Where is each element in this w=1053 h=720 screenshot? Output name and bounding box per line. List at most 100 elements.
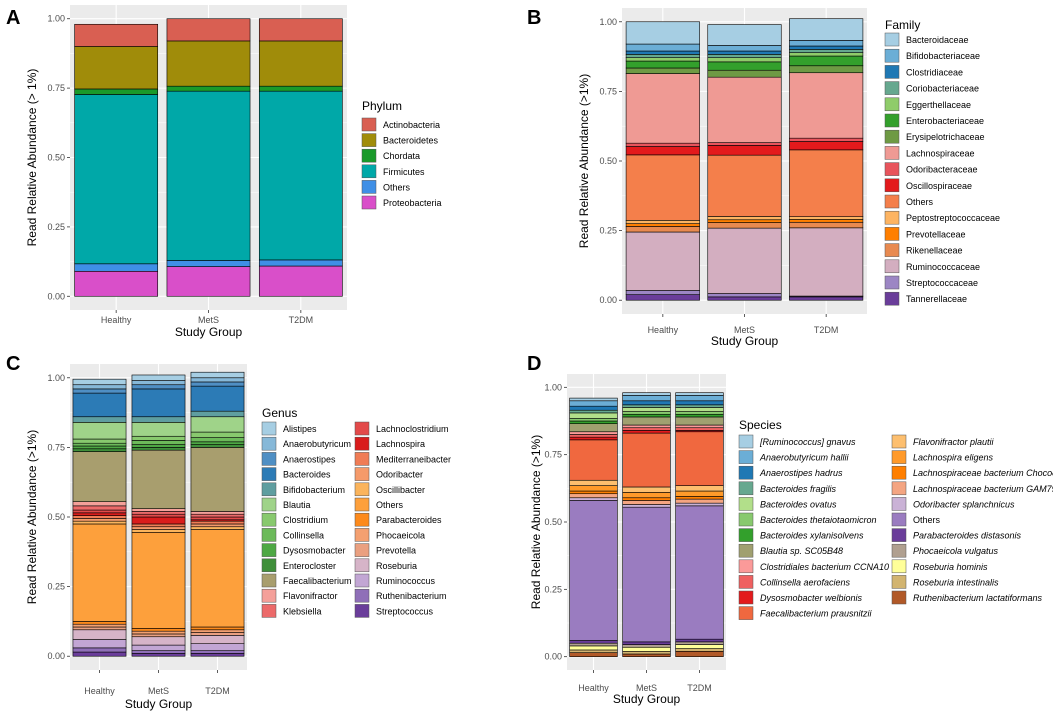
panel-b-bar-segment [625,220,700,224]
panel-d-bar-segment [569,645,618,651]
panel-b-legend-key [884,162,900,176]
panel-c-legend-key [354,452,370,466]
panel-d-bar-segment [569,420,618,424]
panel-b-legend-item-label: Odoribacteraceae [906,165,978,175]
panel-b-legend-item-label: Streptococcaceae [906,278,978,288]
panel-c-legend-key [354,467,370,481]
panel-b-legend-item-label: Rikenellaceae [906,246,963,256]
panel-c-legend-item-label: Others [376,500,404,510]
panel-d-bar-segment [675,427,724,431]
panel-d-legend-item-label: Blautia sp. SC05B48 [760,546,843,556]
panel-b-bar-segment [625,21,700,45]
panel-d-legend-item-label: Phocaeicola vulgatus [913,546,999,556]
panel-d-bar-segment [622,492,671,499]
panel-a-legend-item-label: Proteobacteria [383,198,442,208]
panel-b-bar-segment [625,50,700,55]
panel-d-bar-segment [622,500,671,505]
panel-d-bar-segment [622,411,671,415]
panel-c-bar-segment [190,523,245,528]
panel-b-legend-item-label: Ruminococcaceae [906,262,980,272]
panel-c-legend-item-label: Bacteroides [283,470,331,480]
panel-d-bar-segment [569,417,618,422]
panel-b-legend: Family Bacteroidaceae Bifidobacteriaceae Cl… [884,18,1000,306]
panel-c-bar-segment [72,639,127,649]
panel-b-bar-segment [789,137,864,142]
panel-d-bar-segment [675,498,724,504]
panel-c-legend-key [261,467,277,481]
panel-c-legend: Genus Alistipes Anaerobutyricum Anaerostipe… [261,406,451,618]
panel-c-legend-key [354,421,370,436]
panel-a-bar-segment [74,46,159,90]
panel-a-bar-segment [166,18,251,42]
panel-c-bar-segment [131,644,186,651]
panel-d-legend-key [738,465,754,480]
panel-c-legend-item-label: Ruminococcus [376,576,436,586]
panel-c-bar-segment [131,636,186,646]
panel-d-bar-segment [569,649,618,653]
panel-d-legend-item-label: Bacteroides xylanisolvens [760,531,864,541]
panel-d-bar-segment [675,400,724,406]
panel-a-legend-key [361,117,377,132]
panel-d-bar-segment [675,424,724,429]
panel-b-legend-item-label: Clostridiaceae [906,67,963,77]
panel-c-bar-segment [190,635,245,644]
panel-c-legend-item-label: Ruthenibacterium [376,591,447,601]
panel-b-legend-title: Family [885,18,920,32]
panel-b-bar-segment [789,49,864,53]
panel-d-bar-segment [622,404,671,408]
panel-d-bar-segment [675,392,724,396]
panel-c-bar-segment [131,416,186,423]
panel-d-legend-item-label: Clostridiales bacterium CCNA10 [760,562,889,572]
panel-c-legend-key [354,497,370,512]
panel-c-bar-segment [131,511,186,515]
panel-b-legend-key [884,259,900,274]
panel-b-bar-segment [707,142,782,146]
panel-b-legend-key [884,275,900,290]
panel-c-bar-segment [190,437,245,443]
panel-c-bar-segment [190,653,245,657]
panel-c-xtick-label: Healthy [84,686,115,696]
panel-a-legend-item-label: Chordata [383,151,420,161]
panel-d-legend-key [891,481,907,496]
panel-c-ytick-label: 0.00 [47,651,65,661]
panel-c-legend-key [261,421,277,436]
panel-b-bar-segment [707,45,782,52]
panel-d-legend-item-label: Bacteroides ovatus [760,499,837,509]
panel-c-bar-segment [131,513,186,518]
panel-d-bar-segment [569,405,618,411]
panel-d-bar-segment [675,505,724,640]
panel-c-bar-segment [131,449,186,509]
panel-c-legend-key [261,558,277,573]
panel-b-bar-segment [789,141,864,151]
panel-b-legend-key [884,81,900,95]
panel-b-xtick-label: Healthy [648,325,679,335]
panel-d-bar-segment [569,409,618,414]
panel-b-bar-segment [625,226,700,233]
panel-b-xaxis-title: Study Group [711,334,779,348]
panel-c-bar-segment [72,384,127,390]
panel-d-legend-item-label: Anaerobutyricum hallii [759,453,850,463]
panel-d-bar-segment [622,486,671,493]
panel-c-legend-item-label: Blautia [283,500,311,510]
panel-c-bar-segment [190,444,245,448]
panel-d-bar-segment [569,436,618,441]
panel-c-bar-segment [72,651,127,657]
panel-d-legend-key [891,512,907,527]
panel-c-legend-item-label: Faecalibacterium [283,576,352,586]
panel-d-bar-segment [675,407,724,412]
panel-d-bar-segment [569,400,618,407]
panel-c-legend-item-label: Bifidobacterium [283,485,345,495]
panel-c-bar-segment [72,621,127,625]
panel-b-bar-segment [707,24,782,46]
panel-b-legend-item-label: Prevotellaceae [906,229,966,239]
panel-c-bar-segment [190,381,245,387]
panel-d-bar-segment [569,642,618,647]
panel-c-legend-key [354,573,370,588]
panel-b-legend-item-label: Erysipelotrichaceae [906,132,985,142]
panel-c-legend-key [261,452,277,466]
panel-b-legend-item-label: Lachnospiraceae [906,148,975,158]
panel-d-bar-segment [675,413,724,418]
panel-b-bar-segment [625,294,700,301]
panel-c-bar-segment [190,431,245,438]
panel-d-legend-key [738,528,754,542]
